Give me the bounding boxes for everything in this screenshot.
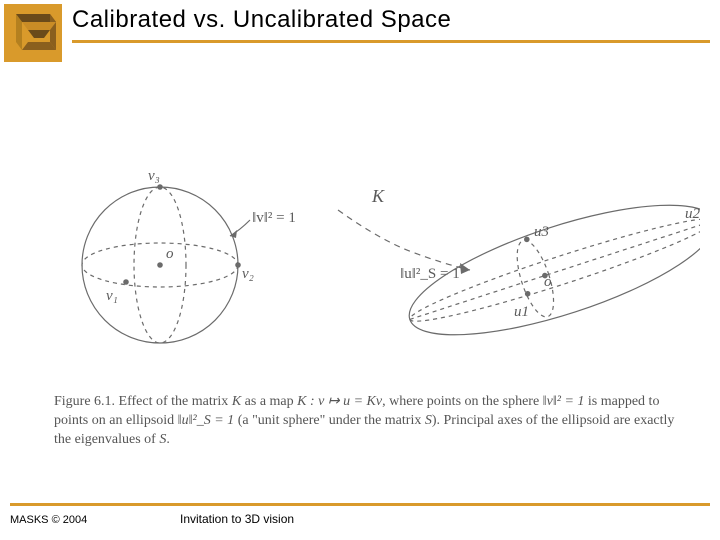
title-underline (72, 40, 710, 43)
label-K: K (371, 186, 385, 206)
figure-caption: Figure 6.1. Effect of the matrix K as a … (40, 393, 700, 450)
label-o-right: o (544, 274, 552, 290)
footer-subtitle: Invitation to 3D vision (180, 512, 294, 526)
label-u1: u1 (514, 304, 529, 320)
label-norm-v: ‖v‖² = 1 (252, 210, 296, 226)
figure-area: v₃ v₁ v₂ o ‖v‖² = 1 K ‖u‖²_S = 1 (40, 120, 700, 450)
footer-rule (10, 503, 710, 506)
calibration-diagram: v₃ v₁ v₂ o ‖v‖² = 1 K ‖u‖²_S = 1 (40, 120, 700, 380)
label-v1: v₁ (106, 288, 118, 304)
label-norm-u: ‖u‖²_S = 1 (400, 266, 460, 282)
label-u2: u2 (685, 206, 700, 222)
label-v2: v₂ (242, 266, 254, 282)
label-v3: v₃ (148, 168, 160, 184)
page-title: Calibrated vs. Uncalibrated Space (72, 6, 710, 34)
label-u3: u3 (534, 224, 549, 240)
footer-copyright: MASKS © 2004 (10, 514, 180, 526)
slide-logo (4, 4, 62, 62)
label-o-left: o (166, 246, 174, 262)
